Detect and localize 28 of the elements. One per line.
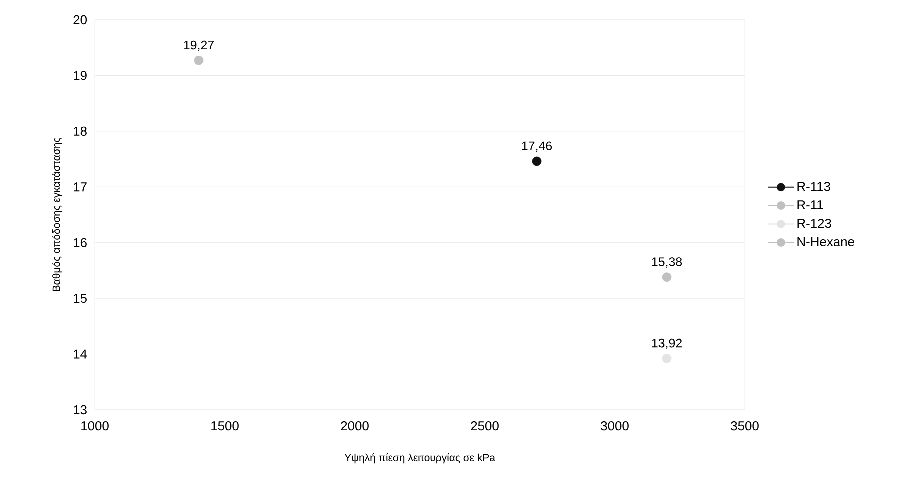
y-axis-title: Βαθμός απόδοσης εγκατάστασης — [52, 138, 62, 292]
y-tick-label: 13 — [74, 405, 87, 415]
data-label: 19,27 — [184, 40, 214, 52]
x-tick-label: 2000 — [341, 422, 369, 431]
legend-label: N-Hexane — [798, 238, 854, 247]
y-tick-label: 15 — [74, 294, 87, 304]
legend-label: R-113 — [798, 182, 830, 192]
y-tick-label: 19 — [74, 71, 87, 80]
y-tick-label: 20 — [74, 15, 87, 25]
point — [662, 354, 672, 364]
x-tick-label: 1500 — [212, 422, 239, 431]
x-tick-label: 3000 — [601, 422, 629, 431]
y-tick-label: 18 — [74, 126, 87, 136]
data-label: 13,92 — [652, 338, 682, 350]
x-tick-label: 2500 — [471, 422, 499, 431]
data-label: 15,38 — [652, 258, 682, 268]
point — [194, 56, 204, 66]
y-tick-label: 16 — [74, 238, 87, 248]
point — [532, 156, 542, 166]
x-axis-title: Υψηλή πίεση λειτουργίας σε kPa — [344, 454, 496, 464]
data-label: 17,46 — [522, 142, 552, 152]
point — [662, 272, 672, 282]
legend-label: R-123 — [798, 218, 832, 228]
y-tick-label: 14 — [74, 350, 88, 359]
x-tick-label: 3500 — [731, 422, 759, 431]
legend-label: R-11 — [798, 200, 824, 210]
x-tick-label: 1000 — [82, 422, 109, 431]
y-tick-label: 17 — [74, 182, 87, 192]
